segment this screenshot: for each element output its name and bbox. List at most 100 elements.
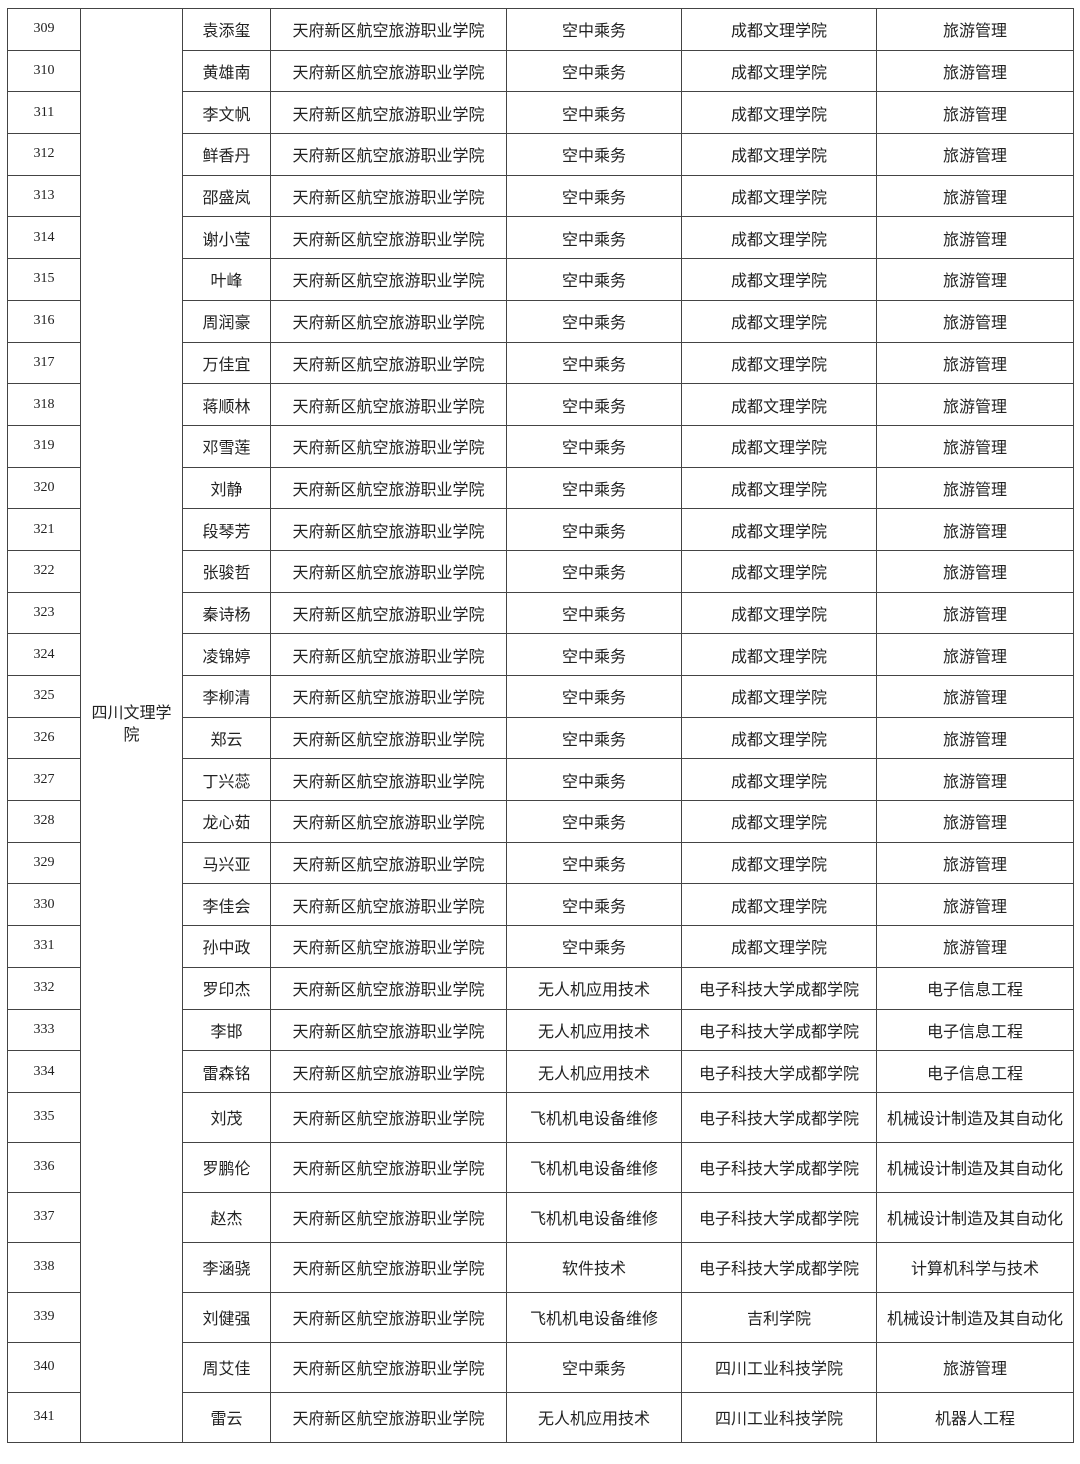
target-major-cell: 旅游管理 — [876, 508, 1074, 551]
source-major-cell: 空中乘务 — [506, 508, 682, 551]
row-number-cell: 330 — [7, 883, 81, 927]
target-university-cell: 成都文理学院 — [681, 133, 877, 176]
target-university-cell: 电子科技大学成都学院 — [681, 1191, 877, 1243]
row-number-cell: 327 — [7, 758, 81, 802]
student-name-cell: 鲜香丹 — [182, 133, 271, 176]
source-major-cell: 空中乘务 — [506, 1341, 682, 1393]
target-university-cell: 电子科技大学成都学院 — [681, 1008, 877, 1052]
source-major-cell: 无人机应用技术 — [506, 966, 682, 1010]
row-number-cell: 317 — [7, 341, 81, 385]
row-number-cell: 310 — [7, 49, 81, 93]
student-name-cell: 周润豪 — [182, 299, 271, 343]
target-major-cell: 旅游管理 — [876, 591, 1074, 635]
source-school-cell: 天府新区航空旅游职业学院 — [270, 1291, 507, 1343]
row-number-cell: 324 — [7, 633, 81, 676]
student-name-cell: 李柳清 — [182, 675, 271, 718]
source-major-cell: 空中乘务 — [506, 174, 682, 218]
source-major-cell: 飞机机电设备维修 — [506, 1141, 682, 1193]
target-university-cell: 成都文理学院 — [681, 591, 877, 635]
row-number-cell: 312 — [7, 133, 81, 176]
source-school-cell: 天府新区航空旅游职业学院 — [270, 925, 507, 968]
source-major-cell: 空中乘务 — [506, 675, 682, 718]
table-row: 320 刘静 天府新区航空旅游职业学院 空中乘务 成都文理学院 旅游管理 — [7, 466, 1074, 510]
target-university-cell: 吉利学院 — [681, 1291, 877, 1343]
student-name-cell: 李邯 — [182, 1008, 271, 1052]
target-university-cell: 成都文理学院 — [681, 549, 877, 593]
row-number-cell: 323 — [7, 591, 81, 635]
row-number-cell: 326 — [7, 716, 81, 760]
source-school-cell: 天府新区航空旅游职业学院 — [270, 91, 507, 135]
source-school-cell: 天府新区航空旅游职业学院 — [270, 591, 507, 635]
source-major-cell: 空中乘务 — [506, 91, 682, 135]
target-major-cell: 旅游管理 — [876, 91, 1074, 135]
source-school-cell: 天府新区航空旅游职业学院 — [270, 1341, 507, 1393]
target-major-cell: 旅游管理 — [876, 716, 1074, 760]
student-name-cell: 张骏哲 — [182, 549, 271, 593]
source-school-cell: 天府新区航空旅游职业学院 — [270, 133, 507, 176]
table-row: 329 马兴亚 天府新区航空旅游职业学院 空中乘务 成都文理学院 旅游管理 — [7, 841, 1074, 885]
table-row: 321 段琴芳 天府新区航空旅游职业学院 空中乘务 成都文理学院 旅游管理 — [7, 508, 1074, 551]
source-school-cell: 天府新区航空旅游职业学院 — [270, 675, 507, 718]
student-name-cell: 叶峰 — [182, 258, 271, 301]
target-university-cell: 成都文理学院 — [681, 341, 877, 385]
source-school-cell: 天府新区航空旅游职业学院 — [270, 1391, 507, 1443]
target-major-cell: 旅游管理 — [876, 299, 1074, 343]
table-row: 328 龙心茹 天府新区航空旅游职业学院 空中乘务 成都文理学院 旅游管理 — [7, 800, 1074, 843]
source-school-cell: 天府新区航空旅游职业学院 — [270, 1241, 507, 1293]
target-major-cell: 电子信息工程 — [876, 966, 1074, 1010]
source-school-cell: 天府新区航空旅游职业学院 — [270, 841, 507, 885]
target-major-cell: 旅游管理 — [876, 258, 1074, 301]
source-major-cell: 空中乘务 — [506, 800, 682, 843]
row-number-cell: 340 — [7, 1341, 81, 1393]
table-row: 325 李柳清 天府新区航空旅游职业学院 空中乘务 成都文理学院 旅游管理 — [7, 675, 1074, 718]
source-school-cell: 天府新区航空旅游职业学院 — [270, 549, 507, 593]
target-major-cell: 旅游管理 — [876, 549, 1074, 593]
source-major-cell: 飞机机电设备维修 — [506, 1091, 682, 1143]
target-major-cell: 机械设计制造及其自动化 — [876, 1191, 1074, 1243]
source-major-cell: 飞机机电设备维修 — [506, 1191, 682, 1243]
row-number-cell: 333 — [7, 1008, 81, 1052]
source-major-cell: 空中乘务 — [506, 883, 682, 927]
table-row: 310 黄雄南 天府新区航空旅游职业学院 空中乘务 成都文理学院 旅游管理 — [7, 49, 1074, 93]
student-name-cell: 雷云 — [182, 1391, 271, 1443]
row-number-cell: 311 — [7, 91, 81, 135]
source-major-cell: 空中乘务 — [506, 758, 682, 802]
source-major-cell: 空中乘务 — [506, 49, 682, 93]
source-school-cell: 天府新区航空旅游职业学院 — [270, 1141, 507, 1193]
row-number-cell: 319 — [7, 424, 81, 468]
table-row: 331 孙中政 天府新区航空旅游职业学院 空中乘务 成都文理学院 旅游管理 — [7, 925, 1074, 968]
student-name-cell: 雷森铭 — [182, 1050, 271, 1093]
student-name-cell: 刘静 — [182, 466, 271, 510]
table-row: 313 邵盛岚 天府新区航空旅游职业学院 空中乘务 成都文理学院 旅游管理 — [7, 174, 1074, 218]
student-name-cell: 龙心茹 — [182, 800, 271, 843]
student-name-cell: 刘茂 — [182, 1091, 271, 1143]
target-major-cell: 电子信息工程 — [876, 1008, 1074, 1052]
table-row: 323 秦诗杨 天府新区航空旅游职业学院 空中乘务 成都文理学院 旅游管理 — [7, 591, 1074, 635]
table-row: 314 谢小莹 天府新区航空旅游职业学院 空中乘务 成都文理学院 旅游管理 — [7, 216, 1074, 260]
row-number-cell: 331 — [7, 925, 81, 968]
table-row: 319 邓雪莲 天府新区航空旅游职业学院 空中乘务 成都文理学院 旅游管理 — [7, 424, 1074, 468]
target-major-cell: 电子信息工程 — [876, 1050, 1074, 1093]
target-major-cell: 旅游管理 — [876, 341, 1074, 385]
student-name-cell: 李文帆 — [182, 91, 271, 135]
source-major-cell: 空中乘务 — [506, 133, 682, 176]
table-row: 316 周润豪 天府新区航空旅游职业学院 空中乘务 成都文理学院 旅游管理 — [7, 299, 1074, 343]
source-major-cell: 空中乘务 — [506, 341, 682, 385]
source-school-cell: 天府新区航空旅游职业学院 — [270, 883, 507, 927]
table-row: 339 刘健强 天府新区航空旅游职业学院 飞机机电设备维修 吉利学院 机械设计制造及其自动… — [7, 1291, 1074, 1343]
table-row: 322 张骏哲 天府新区航空旅游职业学院 空中乘务 成都文理学院 旅游管理 — [7, 549, 1074, 593]
source-major-cell: 飞机机电设备维修 — [506, 1291, 682, 1343]
table-row: 318 蒋顺林 天府新区航空旅游职业学院 空中乘务 成都文理学院 旅游管理 — [7, 383, 1074, 426]
target-major-cell: 旅游管理 — [876, 133, 1074, 176]
student-name-cell: 邓雪莲 — [182, 424, 271, 468]
target-major-cell: 旅游管理 — [876, 466, 1074, 510]
source-school-cell: 天府新区航空旅游职业学院 — [270, 49, 507, 93]
source-major-cell: 空中乘务 — [506, 466, 682, 510]
student-name-cell: 赵杰 — [182, 1191, 271, 1243]
source-major-cell: 空中乘务 — [506, 424, 682, 468]
target-major-cell: 机械设计制造及其自动化 — [876, 1141, 1074, 1193]
source-major-cell: 无人机应用技术 — [506, 1391, 682, 1443]
target-major-cell: 旅游管理 — [876, 1341, 1074, 1393]
student-name-cell: 丁兴蕊 — [182, 758, 271, 802]
student-name-cell: 袁添玺 — [182, 8, 271, 51]
